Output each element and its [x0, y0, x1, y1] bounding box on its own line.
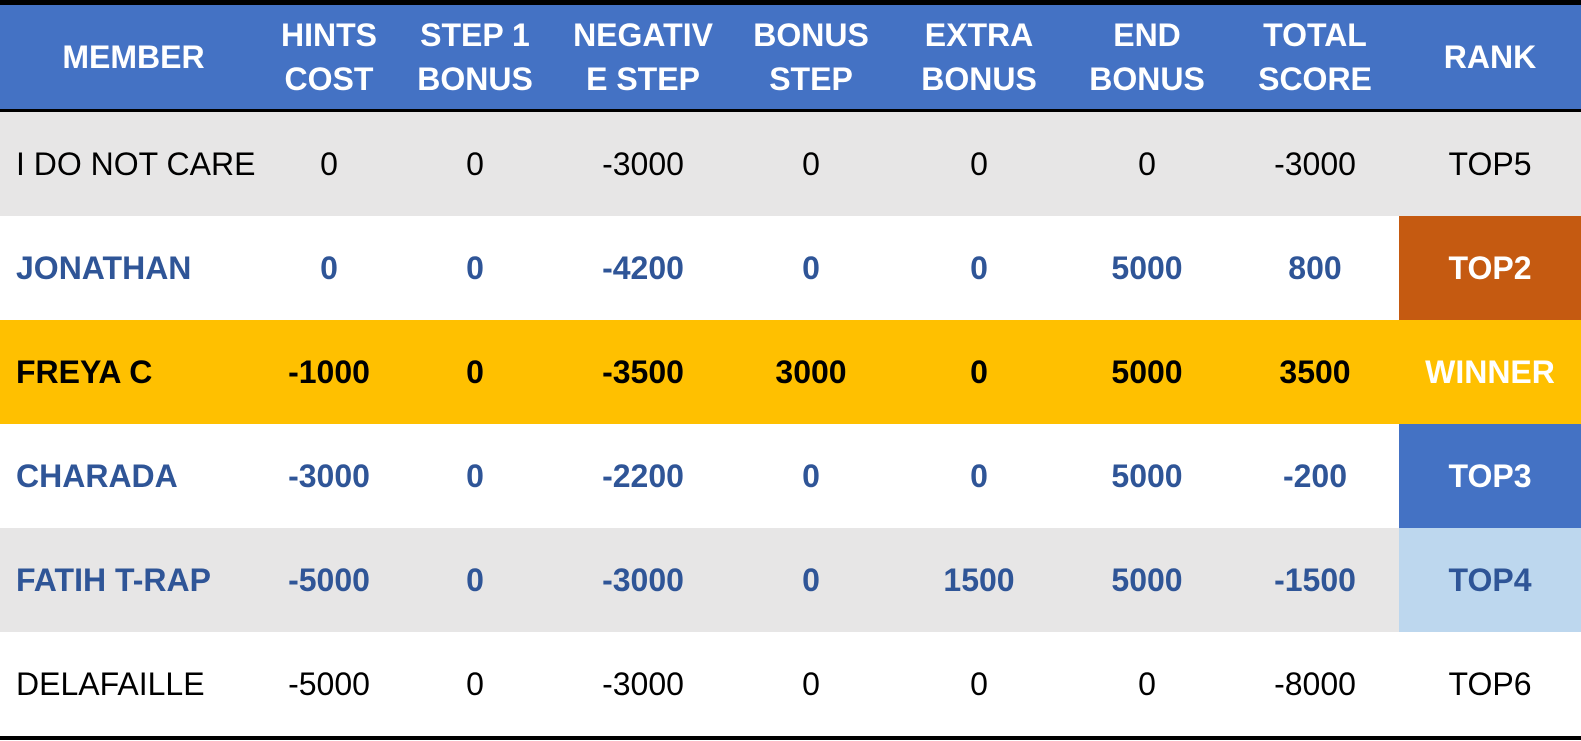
header-rank: RANK: [1399, 5, 1581, 112]
negative-step-cell: -3000: [559, 632, 727, 736]
total-score-cell: -8000: [1231, 632, 1399, 736]
member-cell: I DO NOT CARE: [0, 110, 267, 216]
hints-cost-cell: -5000: [267, 632, 391, 736]
header-total-score: TOTAL SCORE: [1231, 5, 1399, 112]
negative-step-cell: -2200: [559, 424, 727, 528]
member-cell: DELAFAILLE: [0, 632, 267, 736]
end-bonus-cell: 5000: [1063, 424, 1231, 528]
end-bonus-cell: 0: [1063, 632, 1231, 736]
end-bonus-cell: 5000: [1063, 528, 1231, 632]
negative-step-cell: -4200: [559, 216, 727, 320]
extra-bonus-cell: 0: [895, 632, 1063, 736]
total-score-cell: -200: [1231, 424, 1399, 528]
table-row: I DO NOT CARE 0 0 -3000 0 0 0 -3000 TOP5: [0, 110, 1581, 216]
step1-bonus-cell: 0: [391, 632, 559, 736]
bonus-step-cell: 0: [727, 216, 895, 320]
header-bonus-step: BONUS STEP: [727, 5, 895, 112]
table-body: I DO NOT CARE 0 0 -3000 0 0 0 -3000 TOP5 JONATHAN…: [0, 110, 1581, 736]
rank-cell: TOP2: [1399, 216, 1581, 320]
table-row: DELAFAILLE -5000 0 -3000 0 0 0 -8000 TOP6: [0, 632, 1581, 736]
extra-bonus-cell: 0: [895, 216, 1063, 320]
end-bonus-cell: 0: [1063, 110, 1231, 216]
hints-cost-cell: 0: [267, 216, 391, 320]
total-score-cell: 3500: [1231, 320, 1399, 424]
negative-step-cell: -3000: [559, 110, 727, 216]
end-bonus-cell: 5000: [1063, 216, 1231, 320]
step1-bonus-cell: 0: [391, 528, 559, 632]
table-row: CHARADA -3000 0 -2200 0 0 5000 -200 TOP3: [0, 424, 1581, 528]
header-row: MEMBER HINTS COST STEP 1 BONUS NEGATIV E ST…: [0, 5, 1581, 112]
rank-cell: TOP5: [1399, 110, 1581, 216]
end-bonus-cell: 5000: [1063, 320, 1231, 424]
bonus-step-cell: 0: [727, 528, 895, 632]
bottom-rule: [0, 736, 1581, 740]
table-row: FREYA C -1000 0 -3500 3000 0 5000 3500 WINNER: [0, 320, 1581, 424]
step1-bonus-cell: 0: [391, 216, 559, 320]
bonus-step-cell: 3000: [727, 320, 895, 424]
total-score-cell: -1500: [1231, 528, 1399, 632]
hints-cost-cell: -3000: [267, 424, 391, 528]
rank-cell: TOP4: [1399, 528, 1581, 632]
table-row: JONATHAN 0 0 -4200 0 0 5000 800 TOP2: [0, 216, 1581, 320]
negative-step-cell: -3500: [559, 320, 727, 424]
header-end-bonus: END BONUS: [1063, 5, 1231, 112]
negative-step-cell: -3000: [559, 528, 727, 632]
header-negative-step: NEGATIV E STEP: [559, 5, 727, 112]
extra-bonus-cell: 0: [895, 424, 1063, 528]
rank-cell: WINNER: [1399, 320, 1581, 424]
member-cell: CHARADA: [0, 424, 267, 528]
hints-cost-cell: -5000: [267, 528, 391, 632]
step1-bonus-cell: 0: [391, 320, 559, 424]
member-cell: FATIH T-RAP: [0, 528, 267, 632]
extra-bonus-cell: 1500: [895, 528, 1063, 632]
bonus-step-cell: 0: [727, 110, 895, 216]
header-extra-bonus: EXTRA BONUS: [895, 5, 1063, 112]
top-rule: [0, 0, 1581, 5]
header-hints-cost: HINTS COST: [267, 5, 391, 112]
rank-cell: TOP3: [1399, 424, 1581, 528]
member-cell: FREYA C: [0, 320, 267, 424]
header-step1-bonus: STEP 1 BONUS: [391, 5, 559, 112]
table-row: FATIH T-RAP -5000 0 -3000 0 1500 5000 -1500 TOP4: [0, 528, 1581, 632]
hints-cost-cell: 0: [267, 110, 391, 216]
bonus-step-cell: 0: [727, 632, 895, 736]
leaderboard-table: MEMBER HINTS COST STEP 1 BONUS NEGATIV E ST…: [0, 5, 1581, 736]
step1-bonus-cell: 0: [391, 424, 559, 528]
rank-cell: TOP6: [1399, 632, 1581, 736]
hints-cost-cell: -1000: [267, 320, 391, 424]
bonus-step-cell: 0: [727, 424, 895, 528]
extra-bonus-cell: 0: [895, 320, 1063, 424]
step1-bonus-cell: 0: [391, 110, 559, 216]
total-score-cell: -3000: [1231, 110, 1399, 216]
extra-bonus-cell: 0: [895, 110, 1063, 216]
header-member: MEMBER: [0, 5, 267, 112]
table-header: MEMBER HINTS COST STEP 1 BONUS NEGATIV E ST…: [0, 5, 1581, 112]
member-cell: JONATHAN: [0, 216, 267, 320]
total-score-cell: 800: [1231, 216, 1399, 320]
